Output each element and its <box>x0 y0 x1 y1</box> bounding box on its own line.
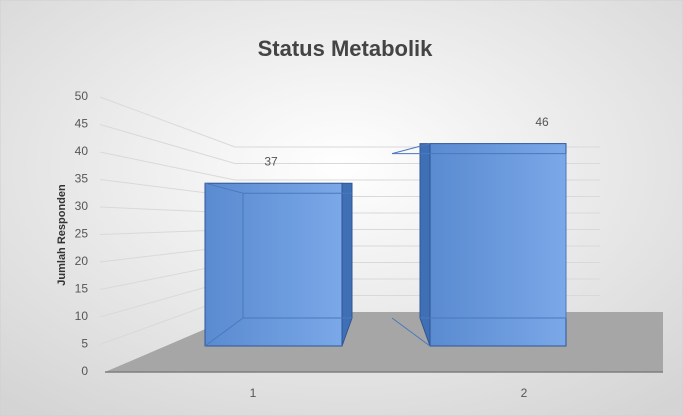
bar-back-edge <box>420 153 567 319</box>
bar <box>429 143 567 347</box>
bar-edge <box>204 182 244 194</box>
bar-side <box>419 143 431 347</box>
bar-edge <box>204 317 244 347</box>
bar-edge <box>391 143 431 155</box>
y-tick-label: 10 <box>75 309 89 323</box>
y-tick-label: 25 <box>75 227 89 241</box>
y-axis-title: Jumlah Responden <box>56 184 68 286</box>
x-tick-label: 2 <box>521 386 528 400</box>
y-tick-label: 15 <box>75 282 89 296</box>
y-tick-label: 40 <box>75 144 89 158</box>
bar-side <box>341 182 353 347</box>
y-tick-label: 45 <box>75 117 89 131</box>
y-tick-label: 20 <box>75 254 89 268</box>
bar <box>204 182 343 347</box>
y-tick-label: 5 <box>81 337 88 351</box>
data-label: 37 <box>264 154 278 168</box>
chart-title: Status Metabolik <box>258 36 434 61</box>
y-tick-label: 35 <box>75 172 89 186</box>
bar-edge <box>391 317 431 347</box>
data-label: 46 <box>535 115 549 129</box>
y-tick-label: 0 <box>81 364 88 378</box>
y-tick-label: 50 <box>75 89 89 103</box>
y-tick-label: 30 <box>75 199 89 213</box>
x-tick-label: 1 <box>250 386 257 400</box>
